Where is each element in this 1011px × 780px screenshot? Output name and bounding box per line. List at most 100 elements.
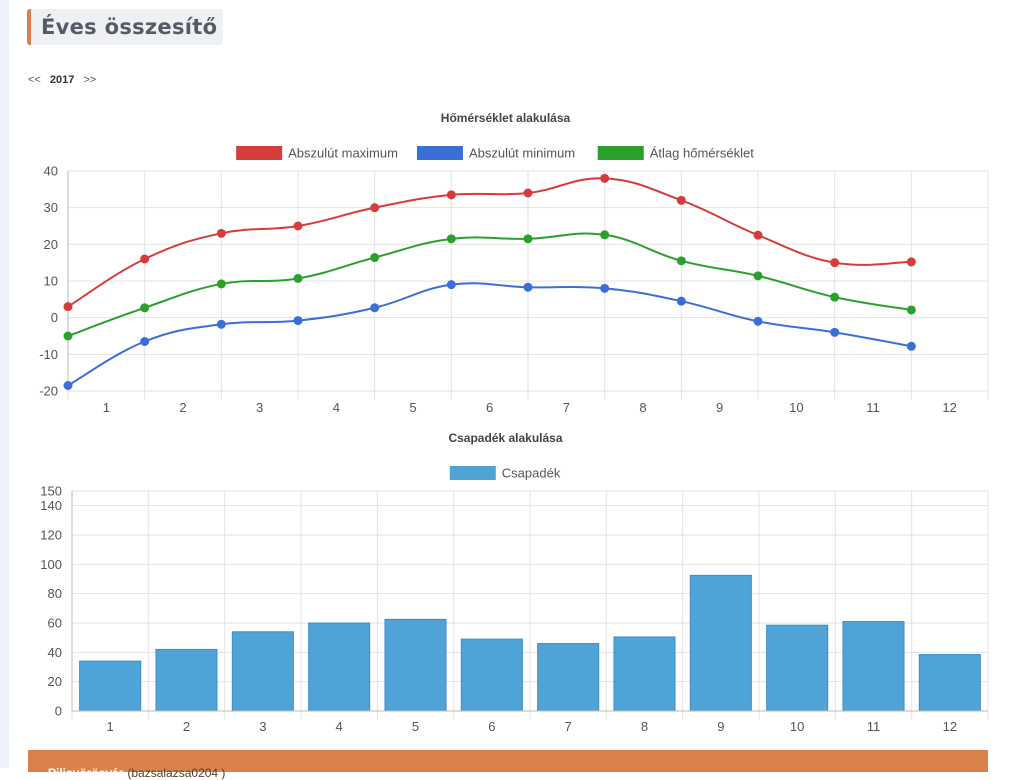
temp-x-tick-label: 4 bbox=[333, 400, 340, 415]
prev-year-link[interactable]: << bbox=[28, 74, 41, 86]
temp-series-2-point bbox=[600, 230, 610, 240]
temp-series-0-point bbox=[676, 195, 686, 205]
temp-x-tick-label: 9 bbox=[716, 400, 723, 415]
temp-series-0-point bbox=[753, 230, 763, 240]
precip-x-tick-label: 3 bbox=[259, 719, 266, 734]
precip-bar bbox=[460, 638, 523, 712]
station-user: (bazsalazsa0204 ) bbox=[127, 766, 226, 780]
precip-x-tick-label: 10 bbox=[790, 719, 804, 734]
temp-series-0-point bbox=[446, 190, 456, 200]
temp-series-2-point bbox=[830, 292, 840, 302]
temp-y-tick-label: 10 bbox=[44, 274, 58, 289]
temp-x-tick-label: 10 bbox=[789, 400, 803, 415]
temp-series-1-point bbox=[370, 303, 380, 313]
temp-series-1-point bbox=[63, 381, 73, 390]
temp-y-tick-label: 20 bbox=[44, 237, 58, 252]
temp-legend-label-0: Abszulút maximum bbox=[288, 146, 398, 161]
precip-y-tick-label: 140 bbox=[40, 498, 62, 513]
precip-bar bbox=[384, 618, 447, 712]
temp-series-0-point bbox=[600, 173, 610, 183]
precip-legend-swatch-0 bbox=[449, 466, 496, 480]
station-bar[interactable]: Pilisvörösvár (bazsalazsa0204 ) bbox=[28, 750, 988, 780]
temp-series-1-point bbox=[676, 296, 686, 306]
precip-legend-label-0: Csapadék bbox=[502, 466, 561, 481]
temp-x-tick-label: 7 bbox=[563, 400, 570, 415]
precip-x-tick-label: 4 bbox=[336, 719, 343, 734]
precip-bar bbox=[689, 574, 752, 712]
temp-x-tick-label: 12 bbox=[942, 400, 956, 415]
temp-series-2-point bbox=[140, 303, 150, 313]
temp-y-tick-label: 40 bbox=[44, 164, 58, 179]
precip-x-tick-label: 9 bbox=[717, 719, 724, 734]
temp-y-tick-label: -20 bbox=[39, 384, 58, 399]
precip-x-tick-label: 7 bbox=[565, 719, 572, 734]
temp-legend-swatch-1 bbox=[416, 146, 463, 160]
precip-bar bbox=[842, 621, 905, 712]
precip-bar bbox=[79, 660, 142, 712]
temp-legend-swatch-2 bbox=[597, 146, 644, 160]
precip-x-tick-label: 2 bbox=[183, 719, 190, 734]
temp-x-tick-label: 1 bbox=[103, 400, 110, 415]
temp-x-tick-label: 6 bbox=[486, 400, 493, 415]
next-year-link[interactable]: >> bbox=[83, 74, 97, 86]
temp-series-1-point bbox=[600, 283, 610, 293]
temp-series-line-2 bbox=[67, 232, 912, 337]
temp-series-0-point bbox=[140, 254, 150, 264]
temp-series-2-point bbox=[523, 234, 533, 244]
precip-y-tick-label: 60 bbox=[48, 616, 62, 631]
temp-y-tick-label: -10 bbox=[39, 347, 58, 362]
temp-series-1-point bbox=[523, 282, 533, 292]
precip-bar bbox=[155, 648, 218, 712]
precip-y-tick-label: 150 bbox=[40, 484, 62, 499]
temperature-chart-title: Hőmérséklet alakulása bbox=[440, 111, 571, 125]
precip-x-tick-label: 5 bbox=[412, 719, 419, 734]
precip-bar bbox=[613, 636, 676, 712]
temp-x-tick-label: 5 bbox=[409, 400, 416, 415]
temp-x-tick-label: 2 bbox=[179, 400, 186, 415]
precip-bar bbox=[231, 631, 294, 712]
precip-y-tick-label: 20 bbox=[48, 674, 62, 689]
temp-series-1-point bbox=[140, 337, 150, 346]
temp-series-0-point bbox=[63, 302, 73, 312]
temp-series-line-1 bbox=[67, 282, 912, 387]
temp-series-1-point bbox=[906, 341, 916, 351]
temp-series-line-0 bbox=[67, 177, 912, 308]
temp-legend-label-1: Abszulút minimum bbox=[469, 146, 575, 161]
year-navigation: << 2017 >> bbox=[28, 74, 102, 86]
precip-bar bbox=[766, 624, 829, 712]
temp-series-0-point bbox=[370, 203, 380, 213]
precip-y-tick-label: 80 bbox=[48, 586, 62, 601]
temp-series-2-point bbox=[446, 234, 456, 244]
current-year: 2017 bbox=[49, 74, 75, 86]
precip-y-tick-label: 120 bbox=[40, 528, 62, 543]
temp-series-1-point bbox=[293, 316, 303, 326]
precip-bar bbox=[308, 622, 371, 712]
precip-x-tick-label: 8 bbox=[641, 719, 648, 734]
temp-legend-label-2: Átlag hőmérséklet bbox=[650, 146, 754, 161]
temp-x-tick-label: 8 bbox=[639, 400, 646, 415]
temp-series-1-point bbox=[446, 280, 456, 290]
temp-series-0-point bbox=[830, 258, 840, 268]
precip-bar bbox=[537, 643, 600, 712]
temp-series-2-point bbox=[216, 279, 226, 289]
temp-series-2-point bbox=[753, 271, 763, 281]
left-sidebar-edge bbox=[0, 0, 9, 768]
precipitation-chart-title: Csapadék alakulása bbox=[448, 431, 563, 445]
temp-series-2-point bbox=[370, 253, 380, 263]
precip-x-tick-label: 12 bbox=[943, 719, 957, 734]
temp-series-0-point bbox=[906, 257, 916, 267]
precip-x-tick-label: 11 bbox=[867, 719, 881, 734]
page-title: Éves összesítő bbox=[41, 15, 218, 39]
precip-x-tick-label: 6 bbox=[488, 719, 495, 734]
temp-x-tick-label: 3 bbox=[256, 400, 263, 415]
temp-y-tick-label: 0 bbox=[51, 310, 58, 325]
temp-series-2-point bbox=[906, 305, 916, 315]
temp-series-2-point bbox=[63, 331, 73, 341]
temp-series-2-point bbox=[676, 256, 686, 266]
station-location[interactable]: Pilisvörösvár bbox=[48, 766, 124, 780]
temp-series-0-point bbox=[216, 228, 226, 238]
temp-series-1-point bbox=[216, 319, 226, 329]
temp-legend-swatch-0 bbox=[236, 146, 283, 160]
temp-series-1-point bbox=[830, 327, 840, 337]
